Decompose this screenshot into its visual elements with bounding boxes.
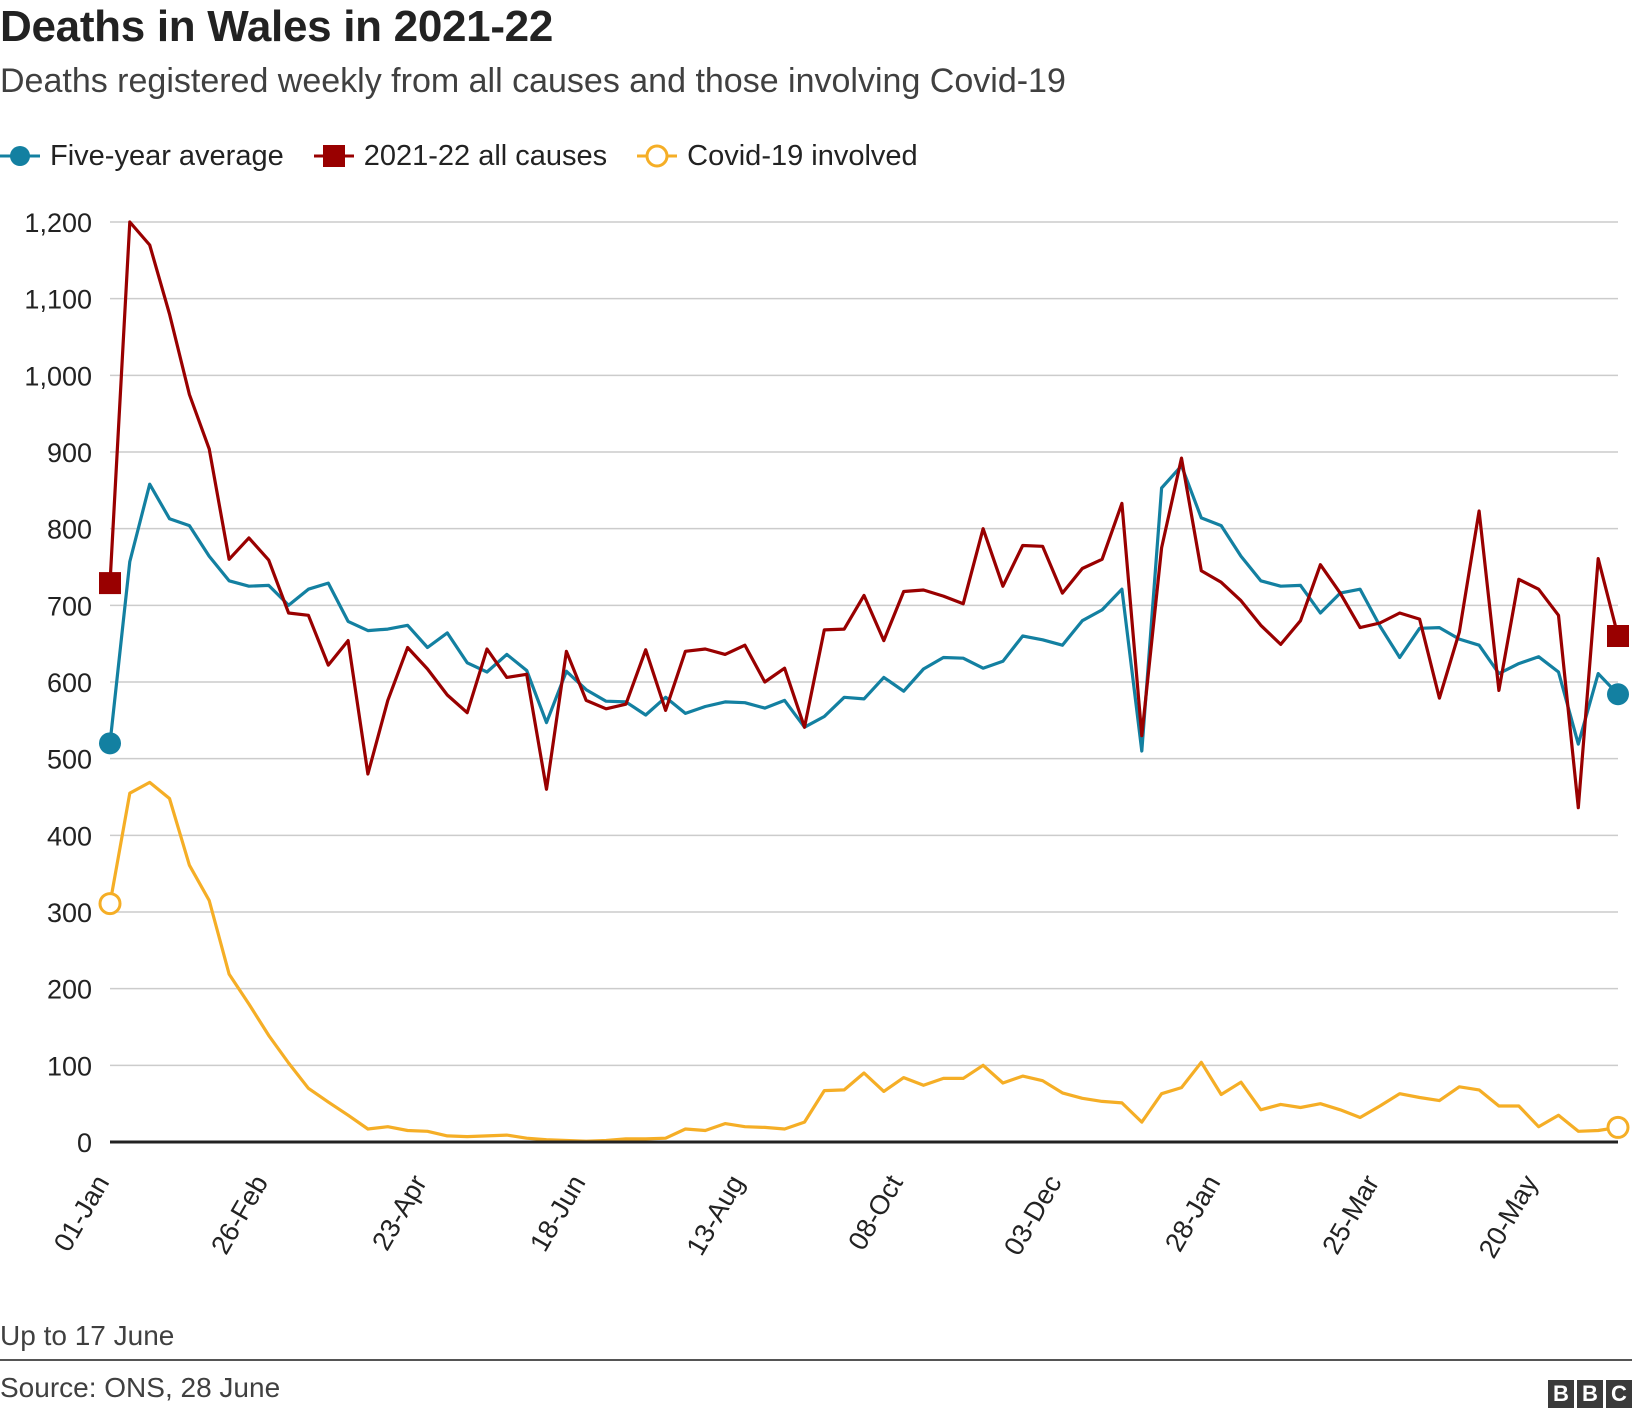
x-tick-label: 28-Jan — [1159, 1170, 1226, 1257]
chart-subtitle: Deaths registered weekly from all causes… — [0, 62, 1066, 100]
y-tick-label: 0 — [77, 1128, 92, 1158]
chart-note: Up to 17 June — [0, 1320, 175, 1351]
x-tick-label: 25-Mar — [1316, 1170, 1385, 1259]
bbc-logo-letter: C — [1606, 1380, 1632, 1408]
y-tick-label: 700 — [47, 591, 92, 621]
five-year-average-line — [108, 464, 1620, 753]
legend-item-covid-19-involved: Covid-19 involved — [637, 140, 918, 173]
bbc-logo: B B C — [1548, 1380, 1632, 1408]
y-tick-label: 1,000 — [24, 361, 92, 391]
line-chart: 0 100 200 300 400 500 600 700 800 900 1,000 1,100 1,… — [24, 208, 1630, 1263]
x-tick-label: 08-Oct — [842, 1170, 909, 1256]
covid-19-marker-icon — [637, 144, 678, 168]
bbc-logo-letter: B — [1577, 1380, 1603, 1408]
y-tick-label: 1,200 — [24, 208, 92, 238]
x-tick-label: 03-Dec — [998, 1170, 1068, 1260]
legend-label-five-year-average: Five-year average — [50, 139, 284, 172]
all-causes-end-marker — [1607, 625, 1629, 647]
all-causes-line — [108, 220, 1620, 810]
five-year-average-marker-icon — [0, 146, 40, 166]
y-tick-label: 200 — [47, 975, 92, 1005]
x-tick-label: 18-Jun — [524, 1170, 591, 1257]
x-tick-label: 01-Jan — [48, 1170, 115, 1257]
y-tick-label: 500 — [47, 745, 92, 775]
x-tick-label: 26-Feb — [205, 1170, 274, 1259]
y-tick-label: 400 — [47, 821, 92, 851]
y-tick-label: 100 — [47, 1051, 92, 1081]
legend-label-covid-19-involved: Covid-19 involved — [687, 139, 918, 172]
y-tick-label: 900 — [47, 438, 92, 468]
legend: Five-year average 2021-22 all causes Cov… — [0, 136, 948, 176]
x-tick-label: 23-Apr — [366, 1170, 433, 1255]
five-year-average-end-marker — [1607, 683, 1629, 706]
legend-item-all-causes: 2021-22 all causes — [313, 139, 608, 173]
covid-19-start-marker — [98, 892, 122, 916]
bbc-logo-letter: B — [1548, 1380, 1574, 1408]
all-causes-marker-icon — [313, 145, 354, 167]
legend-label-all-causes: 2021-22 all causes — [363, 139, 608, 172]
covid-19-line — [108, 780, 1619, 1143]
source-text: Source: ONS, 28 June — [0, 1372, 281, 1403]
y-tick-label: 300 — [47, 898, 92, 928]
legend-item-five-year-average: Five-year average — [0, 140, 284, 173]
y-tick-label: 800 — [47, 515, 92, 545]
five-year-average-start-marker — [99, 732, 121, 755]
chart-title: Deaths in Wales in 2021-22 — [0, 2, 554, 51]
footer-divider — [0, 1359, 1632, 1361]
all-causes-start-marker — [99, 572, 121, 595]
y-tick-label: 1,100 — [24, 285, 92, 315]
y-tick-label: 600 — [47, 668, 92, 698]
x-tick-label: 20-May — [1473, 1170, 1544, 1263]
covid-19-end-marker — [1606, 1115, 1630, 1139]
x-tick-label: 13-Aug — [681, 1170, 751, 1260]
